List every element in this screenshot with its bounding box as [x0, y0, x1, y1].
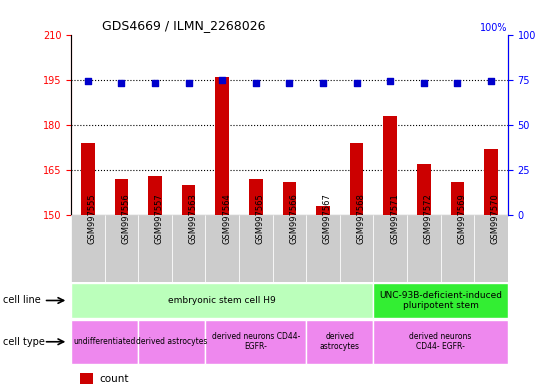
Bar: [205, 319, 306, 364]
Text: GSM997570: GSM997570: [491, 193, 500, 244]
Bar: [283, 182, 296, 215]
Text: GSM997556: GSM997556: [121, 193, 130, 244]
Text: GDS4669 / ILMN_2268026: GDS4669 / ILMN_2268026: [102, 19, 265, 32]
Text: derived neurons
CD44- EGFR-: derived neurons CD44- EGFR-: [410, 332, 472, 351]
Bar: [417, 164, 430, 215]
Text: GSM997555: GSM997555: [88, 193, 97, 244]
Text: derived astrocytes: derived astrocytes: [136, 337, 207, 346]
Text: undifferentiated: undifferentiated: [73, 337, 136, 346]
Point: [285, 80, 294, 86]
Bar: [272, 215, 306, 282]
Point: [352, 80, 361, 86]
Bar: [71, 283, 373, 318]
Bar: [450, 182, 464, 215]
Bar: [383, 116, 397, 215]
Bar: [81, 143, 94, 215]
Text: GSM997567: GSM997567: [323, 193, 332, 244]
Bar: [149, 176, 162, 215]
Bar: [172, 215, 205, 282]
Bar: [239, 215, 272, 282]
Bar: [474, 215, 508, 282]
Text: cell type: cell type: [3, 337, 45, 347]
Point: [151, 80, 159, 86]
Text: GSM997572: GSM997572: [424, 193, 433, 244]
Text: derived neurons CD44-
EGFR-: derived neurons CD44- EGFR-: [212, 332, 300, 351]
Bar: [306, 215, 340, 282]
Bar: [407, 215, 441, 282]
Bar: [306, 319, 373, 364]
Text: UNC-93B-deficient-induced
pluripotent stem: UNC-93B-deficient-induced pluripotent st…: [379, 291, 502, 310]
Point: [486, 78, 495, 84]
Point: [419, 80, 428, 86]
Bar: [138, 215, 172, 282]
Bar: [340, 215, 373, 282]
Bar: [138, 319, 205, 364]
Bar: [373, 215, 407, 282]
Bar: [249, 179, 263, 215]
Point: [453, 80, 462, 86]
Text: 0: 0: [502, 217, 508, 227]
Point: [117, 80, 126, 86]
Bar: [484, 149, 498, 215]
Bar: [316, 206, 330, 215]
Text: GSM997568: GSM997568: [357, 193, 366, 244]
Text: GSM997569: GSM997569: [458, 193, 466, 244]
Bar: [216, 77, 229, 215]
Bar: [71, 215, 105, 282]
Bar: [373, 319, 508, 364]
Text: cell line: cell line: [3, 295, 40, 306]
Text: derived
astrocytes: derived astrocytes: [320, 332, 360, 351]
Text: GSM997571: GSM997571: [390, 193, 399, 244]
Bar: [105, 215, 138, 282]
Point: [319, 80, 328, 86]
Text: embryonic stem cell H9: embryonic stem cell H9: [168, 296, 276, 305]
Text: GSM997565: GSM997565: [256, 193, 265, 244]
Text: GSM997557: GSM997557: [155, 193, 164, 244]
Text: count: count: [99, 374, 129, 384]
Bar: [182, 185, 195, 215]
Text: GSM997563: GSM997563: [188, 193, 198, 244]
Text: 100%: 100%: [480, 23, 508, 33]
Point: [251, 80, 260, 86]
Bar: [373, 283, 508, 318]
Point: [386, 78, 395, 84]
Point: [184, 80, 193, 86]
Bar: [350, 143, 363, 215]
Bar: [115, 179, 128, 215]
Point: [218, 77, 227, 83]
Text: GSM997564: GSM997564: [222, 193, 231, 244]
Text: GSM997566: GSM997566: [289, 193, 298, 244]
Bar: [71, 319, 138, 364]
Bar: [441, 215, 474, 282]
Bar: [80, 373, 93, 384]
Point: [84, 78, 92, 84]
Bar: [205, 215, 239, 282]
